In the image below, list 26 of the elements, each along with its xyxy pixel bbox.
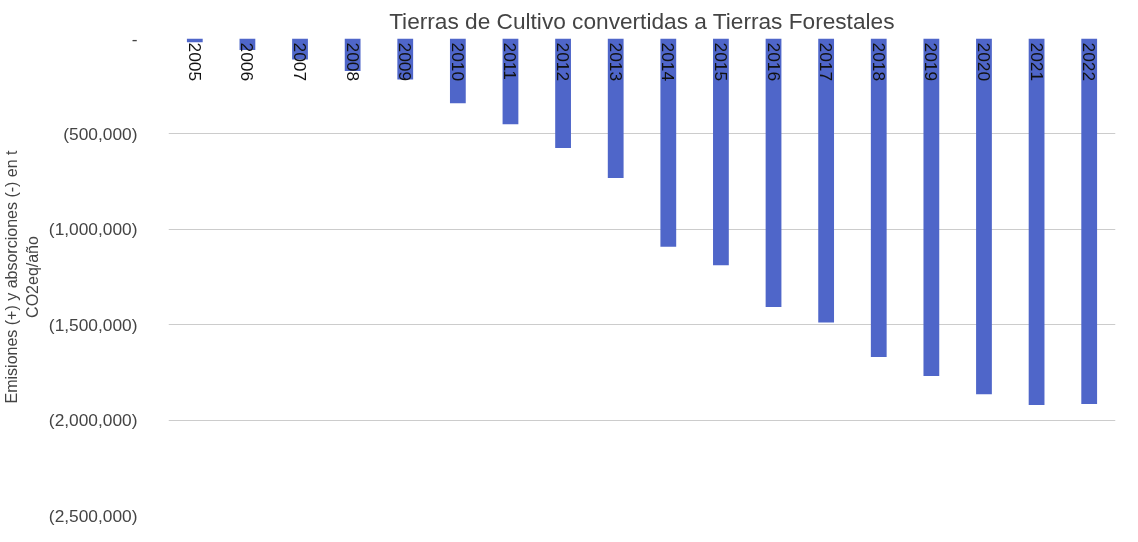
y-tick-label: - [131, 28, 138, 49]
y-tick-label: (2,000,000) [48, 410, 138, 431]
x-tick-label: 2015 [710, 42, 731, 82]
x-tick-label: 2006 [237, 42, 258, 82]
y-tick-label: (500,000) [63, 123, 138, 144]
x-tick-label: 2019 [921, 42, 942, 82]
y-tick-label: (1,500,000) [48, 314, 138, 335]
x-tick-label: 2017 [816, 42, 837, 82]
x-tick-label: 2021 [1026, 42, 1047, 82]
x-tick-label: 2011 [500, 42, 521, 80]
x-tick-label: 2005 [184, 42, 205, 82]
x-tick-label: 2014 [658, 42, 679, 82]
chart-title: Tierras de Cultivo convertidas a Tierras Forestales [389, 7, 895, 34]
x-tick-label: 2016 [763, 42, 784, 82]
x-tick-label: 2007 [290, 42, 311, 82]
x-tick-label: 2018 [868, 42, 889, 82]
y-axis-title: Emisiones (+) y absorciones (-) en t CO2eq/año [3, 149, 41, 404]
x-tick-label: 2010 [447, 42, 468, 82]
y-tick-label: (1,000,000) [48, 219, 138, 240]
x-tick-label: 2022 [1079, 42, 1100, 82]
x-tick-label: 2013 [605, 42, 626, 82]
x-tick-label: 2009 [395, 42, 416, 82]
y-tick-label: (2,500,000) [48, 505, 138, 526]
x-tick-label: 2008 [342, 42, 363, 82]
x-tick-label: 2012 [553, 42, 574, 82]
x-tick-label: 2020 [973, 42, 994, 82]
